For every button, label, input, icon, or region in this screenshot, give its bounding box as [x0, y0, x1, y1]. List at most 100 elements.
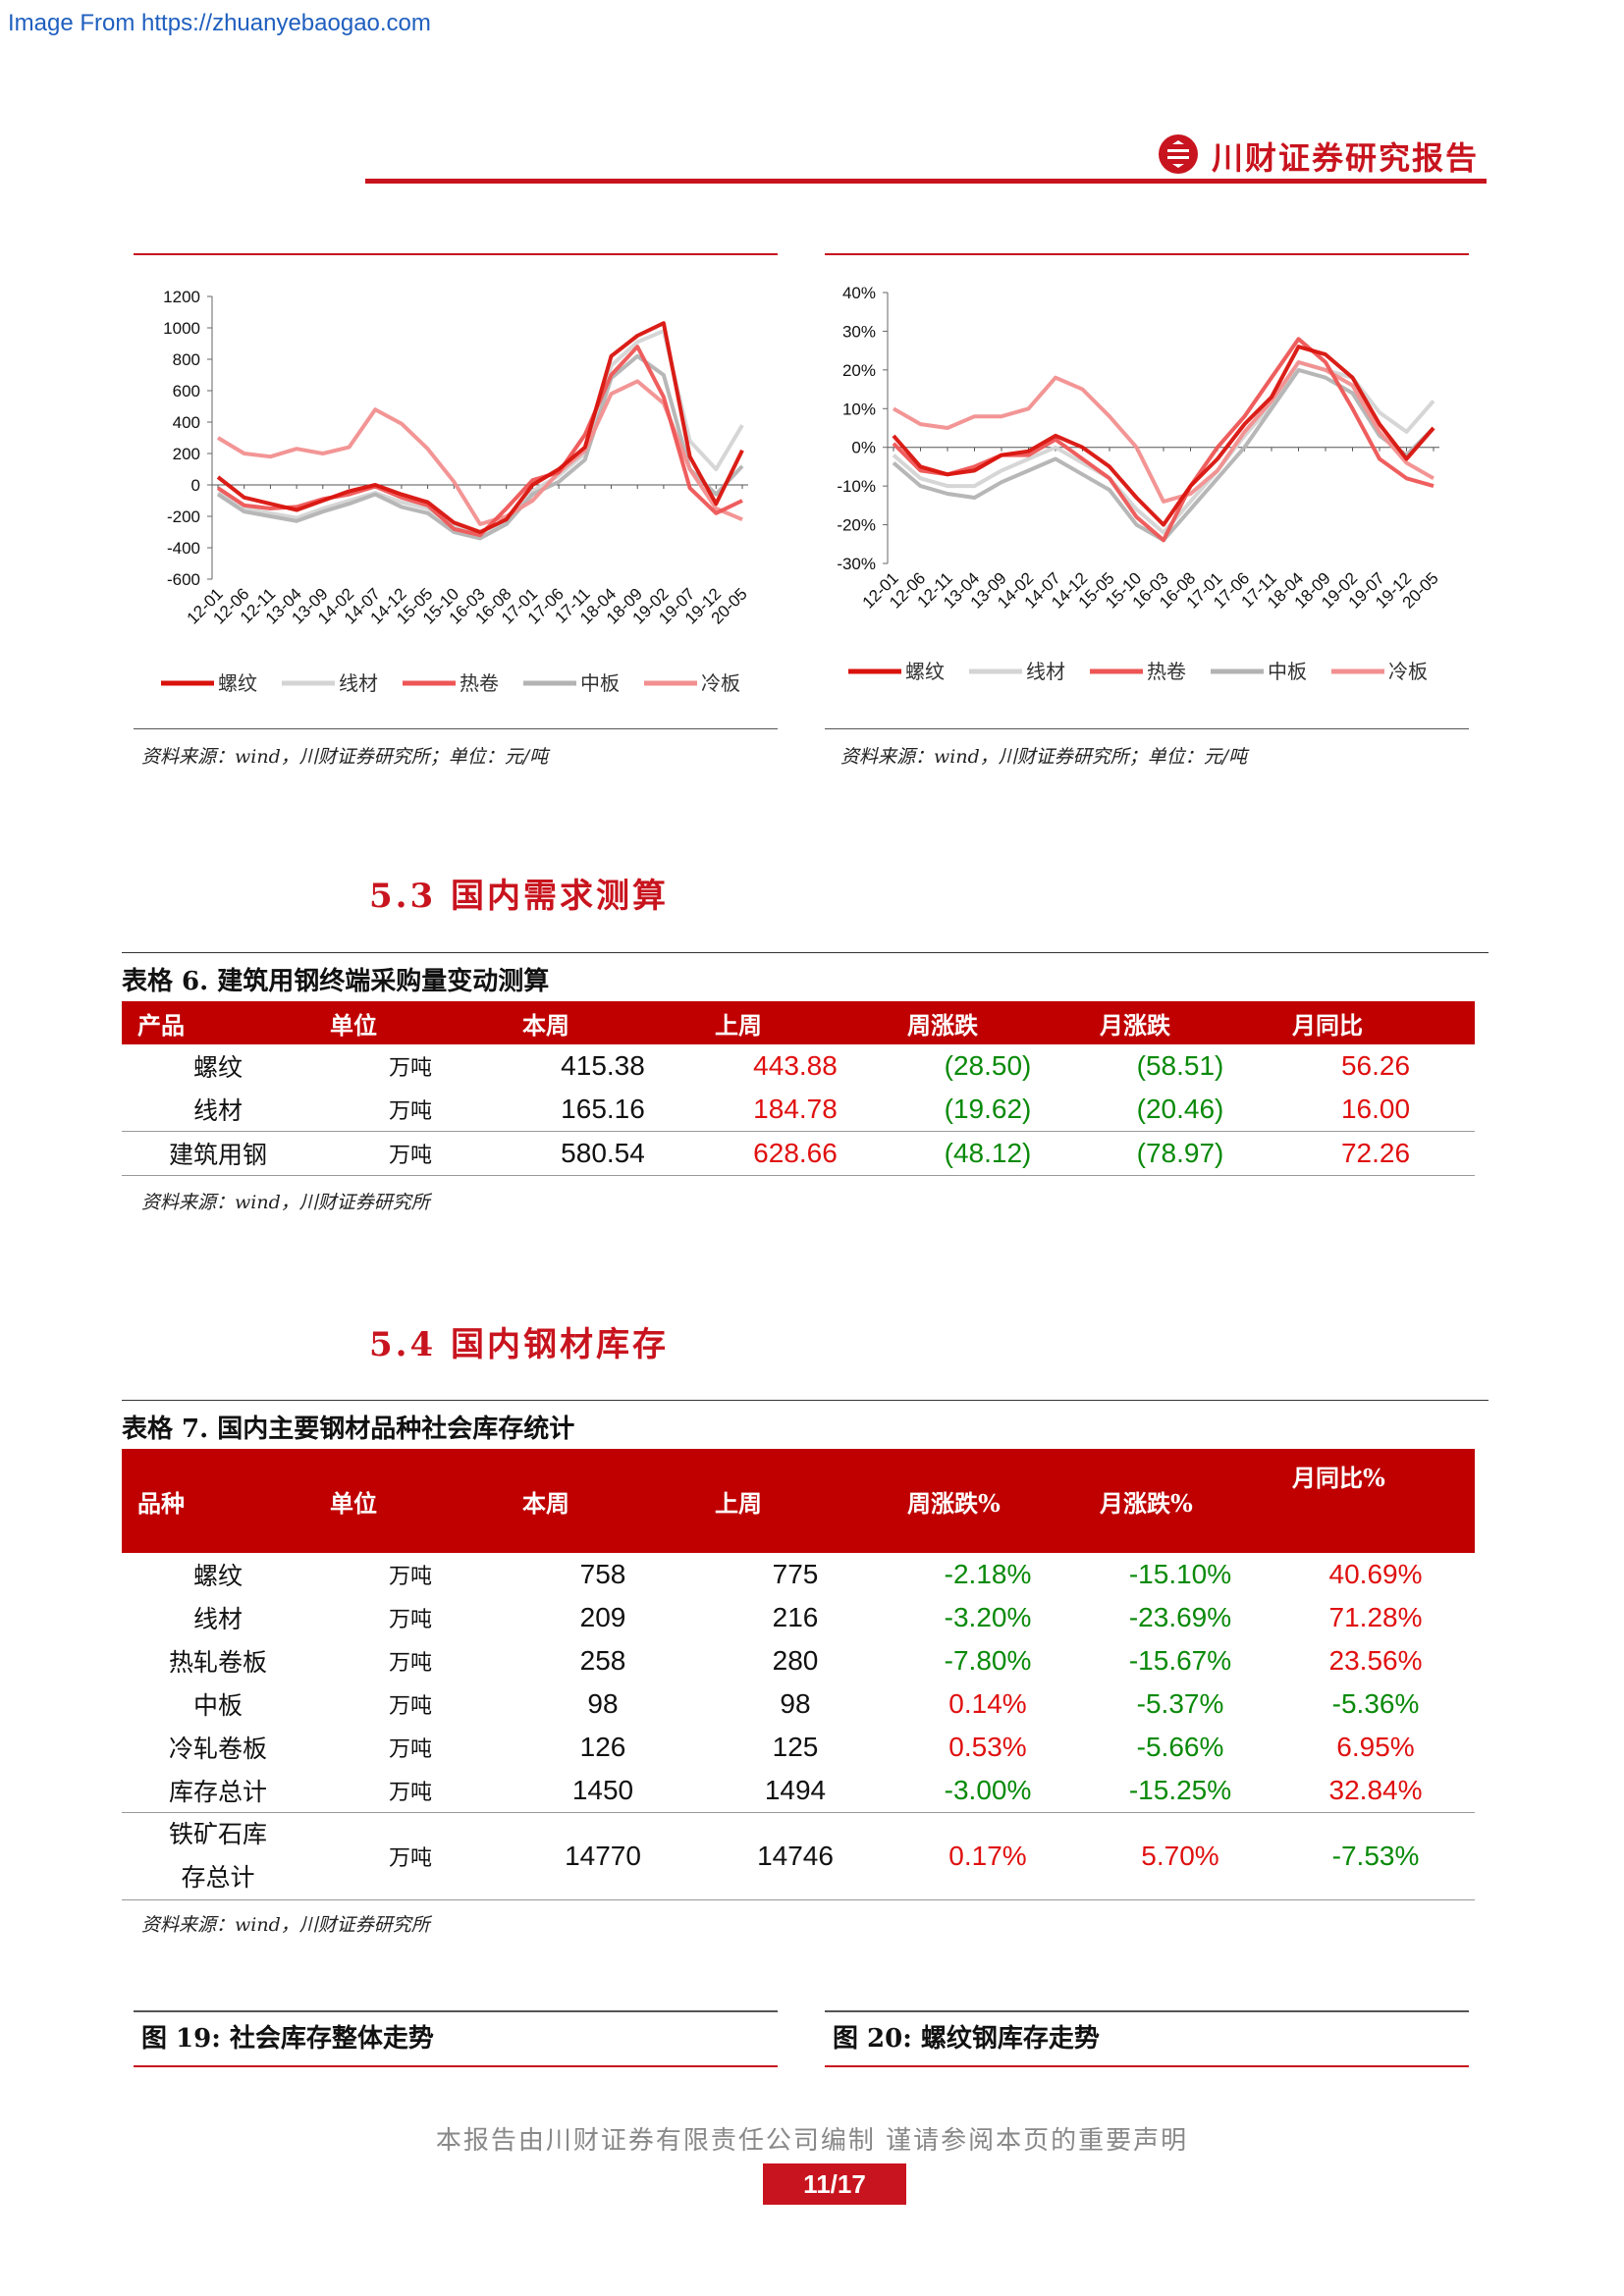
cell-week-change: -7.80%: [944, 1645, 1032, 1676]
cell-unit: 万吨: [388, 1846, 432, 1871]
table6-header: 月涨跌: [1084, 1001, 1276, 1044]
cell-month-change: -15.67%: [1128, 1645, 1232, 1676]
cell-last-week: 775: [772, 1559, 819, 1589]
table-row: 库存总计 万吨 1450 1494 -3.00% -15.25% 32.84%: [122, 1769, 1475, 1813]
cell-product: 中板: [192, 1691, 243, 1720]
table6-header: 本周: [507, 1001, 699, 1044]
cell-this-week: 126: [579, 1732, 626, 1762]
chart-left-svg: 120010008006004002000-200-400-60012-0112…: [161, 288, 751, 695]
cell-last-week: 184.78: [753, 1094, 838, 1124]
table7: 品种 单位 本周 上周 周涨跌% 月涨跌% 月同比% 螺纹 万吨 758 775…: [122, 1449, 1475, 1900]
figure20-caption: 图 20: 螺纹钢库存走势: [825, 2010, 1469, 2067]
cell-this-week: 415.38: [561, 1050, 645, 1081]
cell-week-change: 0.14%: [948, 1688, 1027, 1719]
cell-product: 建筑用钢: [168, 1141, 267, 1169]
series-line: [216, 379, 743, 526]
table6-header: 产品: [122, 1001, 314, 1044]
table6-header: 月同比: [1276, 1001, 1475, 1044]
cell-unit: 万吨: [388, 1651, 432, 1676]
table6-caption: 表格 6. 建筑用钢终端采购量变动测算: [122, 952, 1489, 997]
y-tick-label: 0: [191, 476, 200, 495]
legend-label: 螺纹: [218, 671, 257, 695]
legend-label: 中板: [580, 671, 620, 695]
y-tick-label: 600: [173, 382, 200, 400]
table7-header: 本周: [507, 1449, 699, 1553]
table6-header: 上周: [699, 1001, 892, 1044]
legend-label: 线材: [1026, 660, 1065, 683]
legend-label: 中板: [1268, 660, 1307, 683]
table-row: 中板 万吨 98 98 0.14% -5.37% -5.36%: [122, 1682, 1475, 1726]
table7-header: 上周: [699, 1449, 892, 1553]
cell-unit: 万吨: [388, 1056, 432, 1081]
cell-this-week: 1450: [571, 1775, 634, 1805]
cell-this-week: 758: [579, 1559, 626, 1589]
y-tick-label: -200: [167, 507, 200, 526]
cell-product: 铁矿石库存总计: [122, 1813, 314, 1900]
series-line: [216, 329, 744, 536]
brand-logo-icon: [1159, 134, 1198, 174]
table6-header: 单位: [314, 1001, 507, 1044]
y-tick-label: 40%: [842, 284, 876, 302]
series-line: [892, 345, 1435, 527]
cell-month-change: (58.51): [1136, 1050, 1224, 1081]
cell-last-week: 443.88: [753, 1050, 838, 1081]
table6-source: 资料来源：wind，川财证券研究所: [141, 1192, 430, 1213]
cell-yoy: 16.00: [1340, 1094, 1411, 1124]
cell-week-change: (48.12): [944, 1138, 1032, 1168]
series-line: [893, 360, 1435, 504]
cell-week-change: (19.62): [944, 1094, 1032, 1124]
table6-header: 周涨跌: [892, 1001, 1084, 1044]
legend-label: 热卷: [460, 671, 499, 695]
chart-right-source: 资料来源：wind，川财证券研究所；单位：元/吨: [840, 746, 1248, 768]
cell-this-week: 14770: [565, 1841, 641, 1871]
section-title-5-4: 5.4 国内钢材库存: [369, 1325, 669, 1364]
table7-caption: 表格 7. 国内主要钢材品种社会库存统计: [122, 1400, 1489, 1445]
cell-unit: 万吨: [388, 1099, 432, 1124]
cell-month-change: (78.97): [1136, 1138, 1224, 1168]
chart-right-svg: 40%30%20%10%0%-10%-20%-30%12-0112-0612-1…: [837, 284, 1442, 683]
cell-month-change: 5.70%: [1141, 1841, 1219, 1871]
cell-month-change: -15.10%: [1128, 1559, 1232, 1589]
y-tick-label: 30%: [842, 322, 876, 341]
cell-month-change: (20.46): [1136, 1094, 1224, 1124]
chart-right: 40% 30% 20% 10% 0% -10% -20% -30% 12-01 12-06 12-1…: [825, 253, 1469, 729]
cell-this-week: 258: [579, 1645, 626, 1676]
table7-header: 单位: [314, 1449, 507, 1553]
cell-last-week: 216: [772, 1602, 819, 1632]
cell-week-change: 0.53%: [948, 1732, 1027, 1762]
cell-yoy: -5.36%: [1331, 1688, 1420, 1719]
y-tick-label: 400: [173, 413, 200, 432]
chart-left: 1200 1000 800 600 400 200 0 -200 -400 -600 12-01 12…: [134, 253, 778, 729]
table7-header: 品种: [122, 1449, 314, 1553]
table7-source: 资料来源：wind，川财证券研究所: [141, 1914, 430, 1936]
table-row: 线材 万吨 209 216 -3.20% -23.69% 71.28%: [122, 1596, 1475, 1639]
y-tick-label: -400: [167, 539, 200, 558]
table-row: 线材 万吨 165.16 184.78 (19.62) (20.46) 16.0…: [122, 1088, 1475, 1132]
cell-month-change: -23.69%: [1128, 1602, 1232, 1632]
cell-this-week: 98: [587, 1688, 619, 1719]
brand-header: 川财证券研究报告: [1159, 132, 1483, 181]
cell-product: 线材: [192, 1605, 243, 1633]
cell-unit: 万吨: [388, 1737, 432, 1762]
section-title-5-3: 5.3 国内需求测算: [369, 877, 669, 916]
legend-label: 热卷: [1147, 660, 1186, 683]
legend-label: 冷板: [701, 671, 740, 695]
table-row: 建筑用钢 万吨 580.54 628.66 (48.12) (78.97) 72…: [122, 1131, 1475, 1176]
cell-product: 线材: [192, 1096, 243, 1125]
cell-week-change: -3.00%: [944, 1775, 1032, 1805]
cell-month-change: -5.66%: [1136, 1732, 1224, 1762]
cell-yoy: 6.95%: [1336, 1732, 1415, 1762]
cell-yoy: 40.69%: [1328, 1559, 1423, 1589]
table6: 产品 单位 本周 上周 周涨跌 月涨跌 月同比 螺纹 万吨 415.38 443…: [122, 1001, 1475, 1176]
table7-header: 月涨跌%: [1084, 1449, 1276, 1553]
series-line: [216, 345, 743, 538]
cell-product: 库存总计: [168, 1778, 267, 1806]
page-number: 11/17: [763, 2163, 906, 2205]
cell-yoy: 71.28%: [1328, 1602, 1423, 1632]
cell-product: 螺纹: [192, 1562, 243, 1590]
cell-unit: 万吨: [388, 1144, 432, 1168]
chart-left-source: 资料来源：wind，川财证券研究所；单位：元/吨: [141, 746, 549, 768]
watermark: Image From https://zhuanyebaogao.com: [8, 10, 431, 36]
y-tick-label: 800: [173, 350, 200, 369]
iron-ore-label: 铁矿石库存总计: [168, 1820, 267, 1892]
